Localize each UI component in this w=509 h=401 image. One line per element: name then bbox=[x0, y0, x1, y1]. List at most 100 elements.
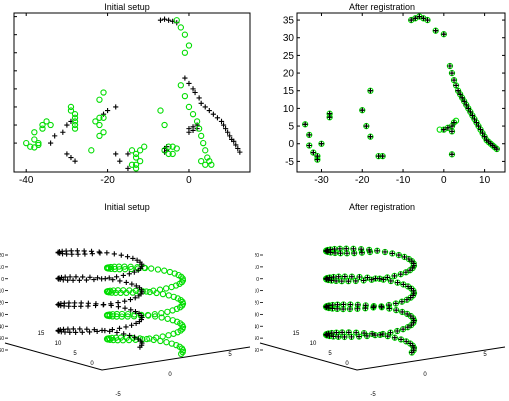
circle-marker bbox=[127, 263, 134, 270]
circle-marker bbox=[100, 114, 107, 121]
circle-marker bbox=[154, 266, 162, 273]
circle-marker bbox=[181, 49, 189, 56]
circle-marker bbox=[132, 150, 140, 158]
circle-marker bbox=[179, 348, 186, 356]
circle-marker bbox=[43, 118, 50, 125]
plus-marker bbox=[231, 138, 237, 144]
plus-marker bbox=[330, 274, 337, 280]
x-tick-label: 0 bbox=[186, 175, 192, 186]
circle-marker bbox=[374, 247, 381, 254]
plus-marker bbox=[372, 332, 378, 338]
plus-marker bbox=[344, 250, 350, 256]
plus-marker bbox=[121, 331, 127, 337]
plus-marker bbox=[100, 111, 107, 117]
plus-marker bbox=[392, 335, 398, 341]
circle-marker bbox=[71, 125, 79, 132]
plus-marker bbox=[118, 252, 124, 258]
circle-marker bbox=[173, 341, 180, 349]
circle-marker bbox=[129, 334, 137, 342]
circle-marker bbox=[158, 309, 165, 317]
plus-marker bbox=[331, 246, 338, 252]
circle-marker bbox=[23, 139, 30, 147]
circle-marker bbox=[165, 332, 172, 339]
circle-marker bbox=[151, 311, 158, 318]
circle-marker bbox=[161, 267, 168, 274]
plus-marker bbox=[364, 333, 370, 339]
plus-marker bbox=[363, 302, 369, 308]
plus-marker bbox=[91, 276, 97, 283]
circle-marker bbox=[96, 132, 103, 140]
circle-marker bbox=[198, 158, 205, 165]
plus-marker bbox=[445, 125, 451, 131]
plus-marker bbox=[120, 272, 126, 279]
z-tick-label: 30 bbox=[0, 312, 4, 318]
plus-marker bbox=[459, 95, 465, 101]
plus-marker bbox=[449, 70, 455, 76]
plus-marker bbox=[339, 278, 345, 284]
z-tick-label: 20 bbox=[0, 301, 4, 307]
circle-marker bbox=[177, 82, 184, 89]
z-tick-label: 10 bbox=[255, 289, 259, 295]
circle-marker bbox=[107, 263, 114, 271]
plus-marker bbox=[235, 145, 241, 152]
plus-marker bbox=[89, 251, 95, 257]
plus-marker bbox=[310, 149, 316, 156]
plus-marker bbox=[323, 276, 329, 282]
z-tick-label: 40 bbox=[255, 324, 259, 330]
x-tick-label: 5 bbox=[483, 352, 487, 358]
plus-marker bbox=[449, 128, 455, 134]
plus-marker bbox=[161, 16, 168, 22]
plus-marker bbox=[340, 306, 346, 312]
plus-marker bbox=[326, 333, 333, 339]
plus-marker bbox=[186, 80, 192, 87]
plus-marker bbox=[114, 329, 120, 336]
plus-marker bbox=[361, 277, 367, 284]
plus-marker bbox=[336, 274, 342, 280]
circle-marker bbox=[71, 114, 79, 121]
circle-marker bbox=[169, 150, 176, 158]
plus-marker bbox=[386, 305, 392, 312]
plus-marker bbox=[196, 95, 202, 101]
plus-marker bbox=[202, 104, 208, 110]
plus-marker bbox=[355, 302, 361, 308]
circle-marker bbox=[164, 308, 171, 316]
plus-marker bbox=[125, 165, 131, 171]
plus-marker bbox=[81, 248, 87, 254]
plus-marker bbox=[410, 265, 416, 271]
circle-marker bbox=[195, 125, 203, 132]
y-tick-label: 30 bbox=[283, 33, 295, 44]
circle-marker bbox=[96, 114, 103, 121]
chart-initial-setup-3d: -20 -10 0 10 20 30 40 50 60 0 5 10 15 -5 0 5 bbox=[0, 248, 251, 398]
plus-marker bbox=[68, 248, 74, 254]
circle-marker bbox=[173, 145, 180, 152]
plus-marker bbox=[393, 300, 399, 307]
plus-marker bbox=[424, 17, 431, 23]
plus-marker bbox=[133, 320, 139, 327]
circle-marker bbox=[109, 311, 116, 318]
circle-marker bbox=[148, 265, 155, 272]
plus-marker bbox=[412, 15, 418, 21]
circle-marker bbox=[173, 17, 180, 24]
plus-marker bbox=[126, 271, 132, 277]
plus-marker bbox=[363, 123, 369, 129]
plus-marker bbox=[380, 331, 386, 337]
chart-title: Initial setup bbox=[104, 202, 150, 212]
plus-marker bbox=[80, 274, 86, 280]
plus-marker bbox=[97, 250, 103, 256]
circle-marker bbox=[100, 89, 107, 96]
z-tick-label: 60 bbox=[255, 348, 259, 354]
x-tick-label: 0 bbox=[423, 372, 427, 378]
chart-initial-setup-2d: -40 -20 0 bbox=[13, 12, 251, 186]
plus-marker bbox=[113, 151, 119, 157]
panel-after-registration-2d: After registration -30 -20 -10 0 10 -5 0 5 10 15 2… bbox=[255, 0, 509, 200]
circle-marker bbox=[171, 270, 178, 277]
plus-marker bbox=[334, 302, 341, 308]
plus-marker bbox=[68, 154, 74, 161]
plus-marker bbox=[85, 300, 91, 306]
plus-marker bbox=[104, 107, 111, 114]
y-tick-label: 5 bbox=[288, 122, 294, 133]
circle-marker bbox=[117, 334, 125, 341]
plus-marker bbox=[406, 256, 412, 262]
plus-marker bbox=[405, 283, 411, 290]
circle-marker bbox=[96, 96, 103, 103]
